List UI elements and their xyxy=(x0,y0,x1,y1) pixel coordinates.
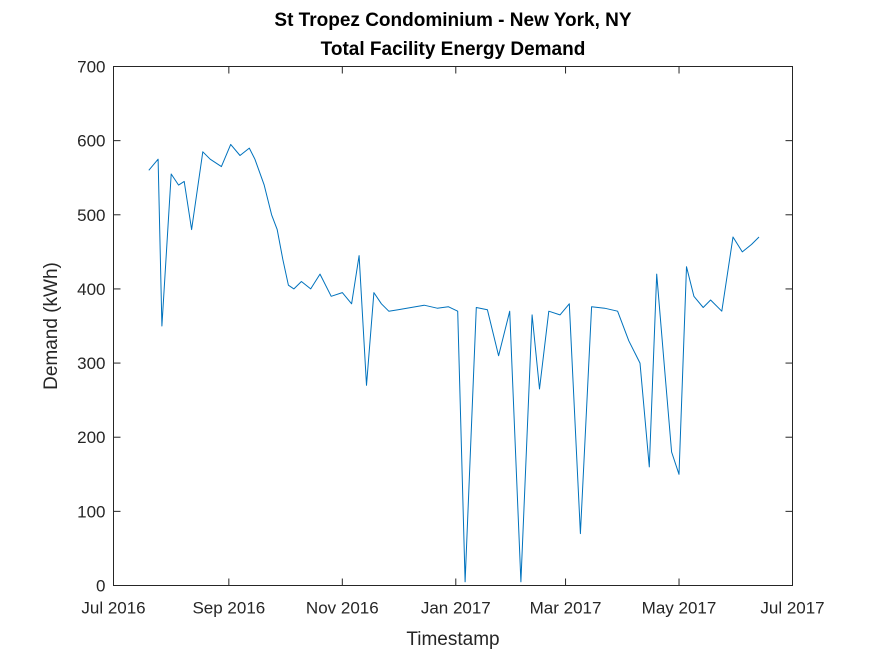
y-tick-label: 300 xyxy=(77,354,105,373)
series-line xyxy=(148,143,760,583)
y-tick-label: 100 xyxy=(77,502,105,521)
x-tick-label: Sep 2016 xyxy=(192,599,265,618)
y-axis-label: Demand (kWh) xyxy=(41,262,62,390)
x-axis-label: Timestamp xyxy=(406,629,499,650)
x-tick-label: May 2017 xyxy=(642,599,717,618)
x-tick-label: Jul 2016 xyxy=(81,599,145,618)
x-tick-label: Jul 2017 xyxy=(760,599,824,618)
x-tick-label: Nov 2016 xyxy=(306,599,379,618)
y-tick-label: 200 xyxy=(77,428,105,447)
y-tick-label: 500 xyxy=(77,206,105,225)
plot-area: Jul 2016 Sep 2016 Nov 2016 Jan 2017 Mar 2017… xyxy=(77,58,825,618)
y-tick-label: 700 xyxy=(77,58,105,77)
chart-title: St Tropez Condominium - New York, NY xyxy=(274,10,631,31)
chart-subtitle: Total Facility Energy Demand xyxy=(321,39,586,60)
series-layer xyxy=(148,143,760,583)
x-axis: Jul 2016 Sep 2016 Nov 2016 Jan 2017 Mar 2017… xyxy=(81,66,825,618)
x-tick-label: Mar 2017 xyxy=(530,599,602,618)
y-tick-label: 400 xyxy=(77,280,105,299)
plot-box xyxy=(113,66,793,586)
y-axis: 0 100 200 300 400 500 600 700 xyxy=(77,58,793,596)
y-tick-label: 0 xyxy=(96,577,105,596)
y-tick-label: 600 xyxy=(77,132,105,151)
x-tick-label: Jan 2017 xyxy=(421,599,491,618)
